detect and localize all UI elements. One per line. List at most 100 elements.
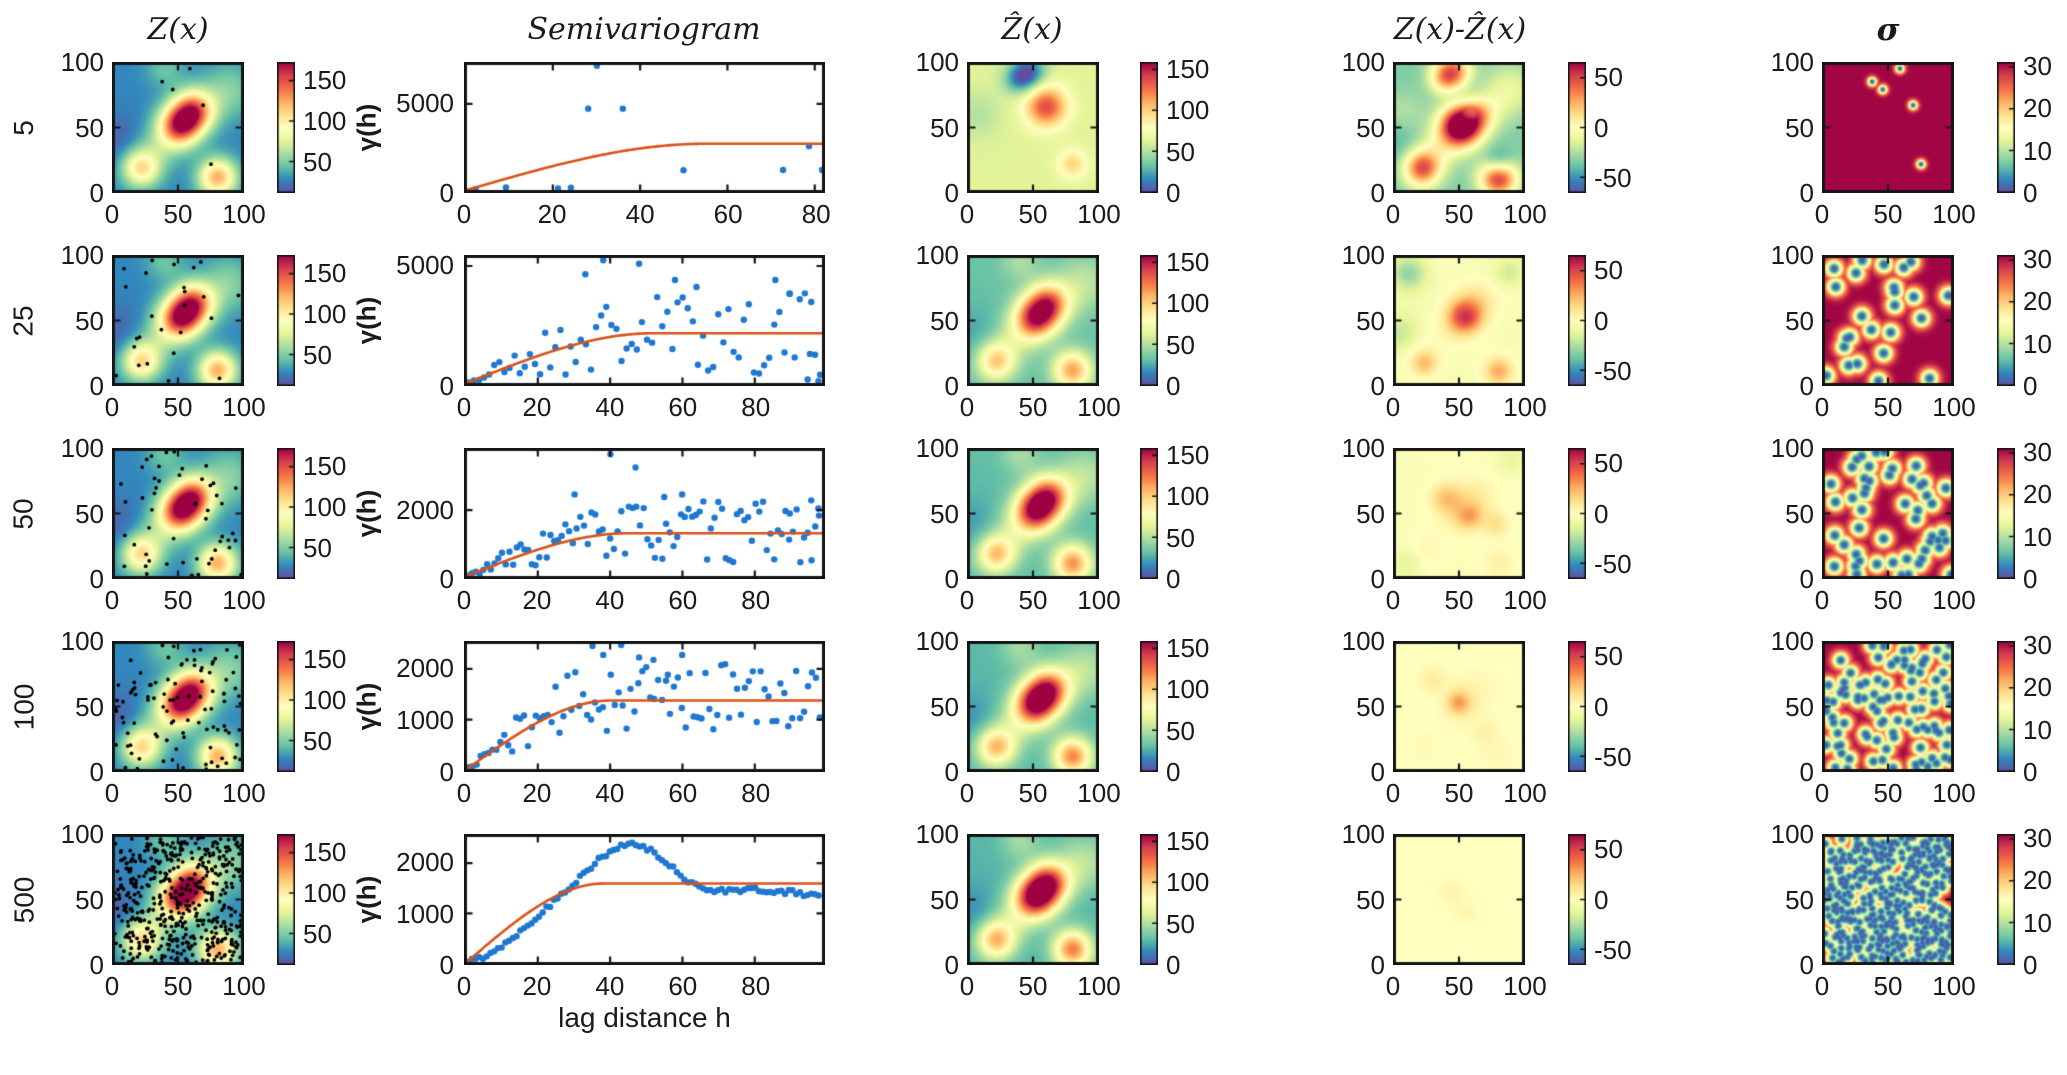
semivariogram-xtick-label: 20 xyxy=(522,392,552,422)
map-xtick-label: 50 xyxy=(1444,199,1474,229)
map-ytick-label: 0 xyxy=(944,950,959,980)
map-ytick-label: 50 xyxy=(1356,305,1385,336)
colorbar-z-row-0 xyxy=(277,62,295,193)
map-ytick-label: 50 xyxy=(930,691,959,722)
map-xtick-label: 100 xyxy=(1503,392,1547,422)
map-ytick-label: 100 xyxy=(1770,240,1814,270)
semivariogram-ytick-label: 0 xyxy=(439,178,454,208)
map-ytick-label: 50 xyxy=(1785,112,1814,143)
map-kriging-std-row-3 xyxy=(1822,641,1954,772)
map-xtick-label: 100 xyxy=(222,778,266,808)
map-ytick-label: 100 xyxy=(915,819,959,849)
map-ytick-label: 0 xyxy=(1799,178,1814,208)
map-ytick-label: 50 xyxy=(930,498,959,529)
colorbar-tick-label: 10 xyxy=(2023,135,2052,166)
colorbar-tick-label: 30 xyxy=(2023,630,2052,661)
map-ytick-label: 100 xyxy=(915,626,959,656)
map-xtick-label: 100 xyxy=(1503,585,1547,615)
semivariogram-xtick-label: 40 xyxy=(595,778,625,808)
colorbar-tick-label: 50 xyxy=(1166,908,1195,939)
map-xtick-label: 0 xyxy=(1385,778,1401,808)
map-ytick-label: 100 xyxy=(1341,240,1385,270)
map-xtick-label: 0 xyxy=(1385,585,1401,615)
colorbar-error-row-1 xyxy=(1568,255,1586,386)
colorbar-zhat-row-4 xyxy=(1140,834,1158,965)
map-xtick-label: 50 xyxy=(163,778,193,808)
map-ytick-label: 50 xyxy=(1356,884,1385,915)
map-kriging-estimate-row-0 xyxy=(967,62,1099,193)
colorbar-tick-label: 10 xyxy=(2023,714,2052,745)
map-xtick-label: 50 xyxy=(1873,199,1903,229)
colorbar-error-row-4 xyxy=(1568,834,1586,965)
map-ytick-label: 50 xyxy=(1785,498,1814,529)
map-ytick-label: 100 xyxy=(1770,626,1814,656)
semivariogram-xtick-label: 20 xyxy=(522,585,552,615)
semivariogram-ytick-label: 2000 xyxy=(396,495,454,526)
map-xtick-label: 50 xyxy=(1873,778,1903,808)
semivariogram-xtick-label: 40 xyxy=(595,585,625,615)
colorbar-tick-label: 50 xyxy=(1166,136,1195,167)
map-ytick-label: 0 xyxy=(89,371,104,401)
map-ytick-label: 100 xyxy=(915,433,959,463)
map-xtick-label: 0 xyxy=(1385,392,1401,422)
map-ytick-label: 100 xyxy=(1341,47,1385,77)
map-xtick-label: 0 xyxy=(959,585,975,615)
map-error-row-0 xyxy=(1393,62,1525,193)
colorbar-tick-label: 0 xyxy=(1594,498,1609,529)
map-ytick-label: 100 xyxy=(60,240,104,270)
map-xtick-label: 100 xyxy=(1503,199,1547,229)
colorbar-tick-label: 0 xyxy=(1594,691,1609,722)
semivariogram-xtick-label: 40 xyxy=(595,971,625,1001)
map-ytick-label: 100 xyxy=(1770,433,1814,463)
map-true-field-row-0 xyxy=(112,62,244,193)
colorbar-tick-label: 50 xyxy=(303,339,332,370)
colorbar-tick-label: 30 xyxy=(2023,437,2052,468)
map-ytick-label: 0 xyxy=(944,757,959,787)
map-xtick-label: 0 xyxy=(1385,971,1401,1001)
colorbar-tick-label: 50 xyxy=(1594,448,1623,479)
colorbar-tick-label: 0 xyxy=(1594,112,1609,143)
map-kriging-std-row-4 xyxy=(1822,834,1954,965)
map-true-field-row-4 xyxy=(112,834,244,965)
colorbar-tick-label: 50 xyxy=(1166,522,1195,553)
map-ytick-label: 0 xyxy=(89,564,104,594)
semivariogram-xtick-label: 0 xyxy=(456,199,472,229)
semivariogram-ytick-label: 0 xyxy=(439,564,454,594)
map-ytick-label: 100 xyxy=(915,47,959,77)
map-xtick-label: 50 xyxy=(1444,778,1474,808)
map-ytick-label: 50 xyxy=(930,112,959,143)
map-xtick-label: 100 xyxy=(1932,585,1976,615)
map-ytick-label: 100 xyxy=(60,47,104,77)
semivariogram-xtick-label: 80 xyxy=(741,392,771,422)
map-ytick-label: 0 xyxy=(944,371,959,401)
semivariogram-xtick-label: 60 xyxy=(668,392,698,422)
map-xtick-label: 100 xyxy=(1077,778,1121,808)
map-ytick-label: 50 xyxy=(930,305,959,336)
map-ytick-label: 100 xyxy=(60,819,104,849)
map-ytick-label: 100 xyxy=(1770,819,1814,849)
colorbar-tick-label: 30 xyxy=(2023,51,2052,82)
semivariogram-row-1 xyxy=(464,255,825,386)
map-xtick-label: 0 xyxy=(104,392,120,422)
colorbar-tick-label: -50 xyxy=(1594,355,1632,386)
map-ytick-label: 100 xyxy=(1341,626,1385,656)
map-xtick-label: 50 xyxy=(163,199,193,229)
colorbar-tick-label: 10 xyxy=(2023,907,2052,938)
colorbar-tick-label: 100 xyxy=(1166,674,1210,705)
semivariogram-xtick-label: 0 xyxy=(456,585,472,615)
map-error-row-3 xyxy=(1393,641,1525,772)
map-ytick-label: 0 xyxy=(1370,757,1385,787)
map-xtick-label: 0 xyxy=(1385,199,1401,229)
map-ytick-label: 0 xyxy=(1370,950,1385,980)
map-xtick-label: 0 xyxy=(1814,585,1830,615)
map-ytick-label: 0 xyxy=(944,564,959,594)
map-ytick-label: 100 xyxy=(1770,47,1814,77)
semivariogram-xtick-label: 0 xyxy=(456,392,472,422)
colorbar-tick-label: 50 xyxy=(303,146,332,177)
semivariogram-ytick-label: 2000 xyxy=(396,847,454,878)
map-ytick-label: 0 xyxy=(1799,757,1814,787)
map-ytick-label: 100 xyxy=(915,240,959,270)
colorbar-tick-label: 20 xyxy=(2023,93,2052,124)
map-xtick-label: 100 xyxy=(1503,971,1547,1001)
